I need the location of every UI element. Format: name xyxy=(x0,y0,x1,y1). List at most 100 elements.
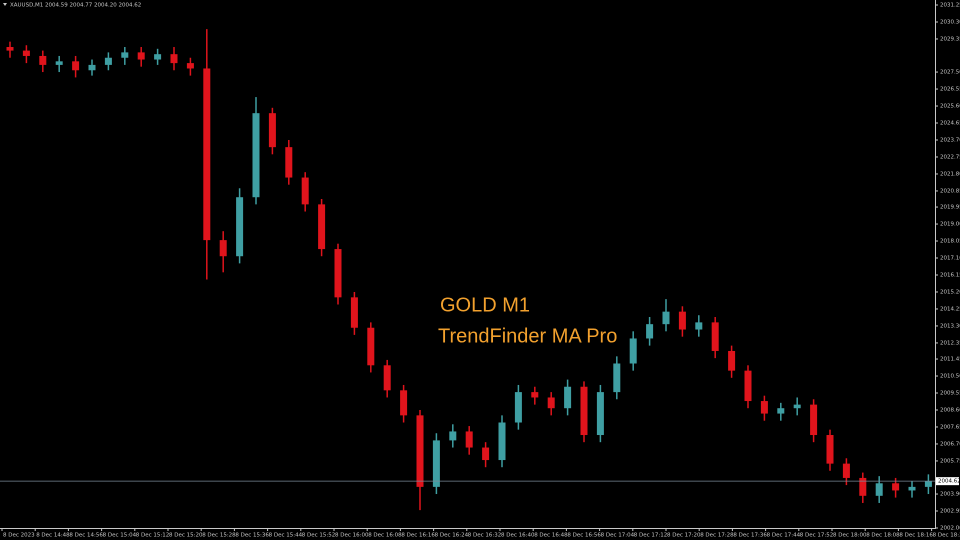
candle-body xyxy=(514,392,522,423)
symbol-header: XAUUSD,M1 2004.59 2004.77 2004.20 2004.6… xyxy=(10,3,141,9)
y-tick-label: 2010.50 xyxy=(940,374,960,380)
current-price-box xyxy=(936,477,959,486)
y-tick-label: 2029.35 xyxy=(940,36,960,42)
x-tick-label: 8 Dec 17:12 xyxy=(634,533,668,539)
y-tick-label: 2011.45 xyxy=(940,357,960,363)
x-tick-label: 8 Dec 14:48 xyxy=(36,533,70,539)
candle-body xyxy=(39,55,47,65)
candle-body xyxy=(72,61,80,71)
menu-icon[interactable] xyxy=(3,3,7,6)
x-tick-label: 8 Dec 17:04 xyxy=(601,533,635,539)
candle-body xyxy=(137,52,145,60)
candle-body xyxy=(236,197,244,257)
candle-body xyxy=(383,365,391,391)
x-tick-label: 8 Dec 16:00 xyxy=(335,533,369,539)
candle-body xyxy=(662,311,670,325)
x-tick-label: 8 Dec 16:08 xyxy=(368,533,402,539)
y-tick-label: 2023.70 xyxy=(940,137,960,143)
y-tick-label: 2007.65 xyxy=(940,424,960,430)
y-tick-label: 2003.90 xyxy=(940,492,960,498)
y-tick-label: 2012.35 xyxy=(940,340,960,346)
x-tick-label: 8 Dec 17:52 xyxy=(800,533,834,539)
candle-body xyxy=(728,350,736,371)
candle-body xyxy=(777,408,785,414)
candle-body xyxy=(596,392,604,436)
candle-body xyxy=(892,483,900,491)
current-price-label: 2004.62 xyxy=(938,479,960,485)
x-tick-label: 8 Dec 14:56 xyxy=(69,533,103,539)
x-tick-label: 8 Dec 16:32 xyxy=(468,533,502,539)
x-tick-label: 8 Dec 17:20 xyxy=(667,533,701,539)
y-tick-label: 2015.20 xyxy=(940,289,960,295)
candle-body xyxy=(531,392,539,398)
candle-body xyxy=(449,431,457,441)
x-tick-label: 8 Dec 16:16 xyxy=(401,533,435,539)
y-tick-label: 2009.55 xyxy=(940,391,960,397)
y-tick-label: 2005.75 xyxy=(940,458,960,464)
x-tick-label: 8 Dec 18:24 xyxy=(933,533,960,539)
candle-body xyxy=(318,204,326,250)
y-tick-label: 2020.85 xyxy=(940,188,960,194)
candle-body xyxy=(613,363,621,393)
annotation: GOLD M1 xyxy=(440,294,530,316)
candle-body xyxy=(678,311,686,330)
candle-body xyxy=(186,63,194,69)
y-tick-label: 2002.00 xyxy=(940,526,960,532)
x-tick-label: 8 Dec 17:36 xyxy=(733,533,767,539)
y-tick-label: 2008.60 xyxy=(940,407,960,413)
candle-body xyxy=(842,463,850,478)
x-tick-label: 8 Dec 15:20 xyxy=(169,533,203,539)
candle-body xyxy=(6,47,14,51)
y-tick-label: 2002.95 xyxy=(940,509,960,515)
x-tick-label: 8 Dec 15:04 xyxy=(103,533,137,539)
candle-body xyxy=(826,435,834,464)
y-tick-label: 2006.70 xyxy=(940,441,960,447)
candle-body xyxy=(432,440,440,487)
candle-body xyxy=(711,322,719,351)
x-tick-label: 8 Dec 16:24 xyxy=(435,533,469,539)
candle-body xyxy=(646,324,654,339)
candle-body xyxy=(564,386,572,409)
candle-body xyxy=(154,54,162,60)
y-tick-label: 2026.55 xyxy=(940,87,960,93)
candle-body xyxy=(547,397,555,409)
candle-body xyxy=(498,422,506,461)
x-tick-label: 8 Dec 15:52 xyxy=(302,533,336,539)
x-tick-label: 8 Dec 15:12 xyxy=(136,533,170,539)
candle-body xyxy=(301,177,309,205)
x-tick-label: 8 Dec 18:00 xyxy=(833,533,867,539)
candle-body xyxy=(22,50,30,56)
candle-body xyxy=(350,297,358,328)
x-tick-label: 8 Dec 16:40 xyxy=(501,533,535,539)
x-tick-label: 8 Dec 2023 xyxy=(3,533,35,539)
y-tick-label: 2019.00 xyxy=(940,222,960,228)
candle-body xyxy=(924,481,932,487)
candle-body xyxy=(170,54,178,64)
candle-body xyxy=(744,370,752,402)
candle-body xyxy=(88,64,96,71)
candle-body xyxy=(367,327,375,366)
x-tick-label: 8 Dec 17:28 xyxy=(700,533,734,539)
x-tick-label: 8 Dec 16:48 xyxy=(534,533,568,539)
y-tick-label: 2030.30 xyxy=(940,19,960,25)
candle-body xyxy=(810,404,818,436)
x-tick-label: 8 Dec 15:44 xyxy=(269,533,303,539)
x-tick-label: 8 Dec 16:56 xyxy=(567,533,601,539)
candle-body xyxy=(580,386,588,436)
candle-body xyxy=(760,401,768,414)
candle-body xyxy=(252,113,260,198)
candle-body xyxy=(793,404,801,409)
candle-body xyxy=(416,415,424,487)
y-tick-label: 2024.65 xyxy=(940,121,960,127)
x-tick-label: 8 Dec 18:16 xyxy=(899,533,933,539)
y-tick-label: 2031.25 xyxy=(940,3,960,9)
y-tick-label: 2019.95 xyxy=(940,205,960,211)
candle-body xyxy=(121,52,129,58)
x-tick-label: 8 Dec 17:44 xyxy=(767,533,801,539)
candle-body xyxy=(629,338,637,364)
y-tick-label: 2021.80 xyxy=(940,171,960,177)
candle-body xyxy=(695,322,703,330)
y-tick-label: 2014.25 xyxy=(940,306,960,312)
